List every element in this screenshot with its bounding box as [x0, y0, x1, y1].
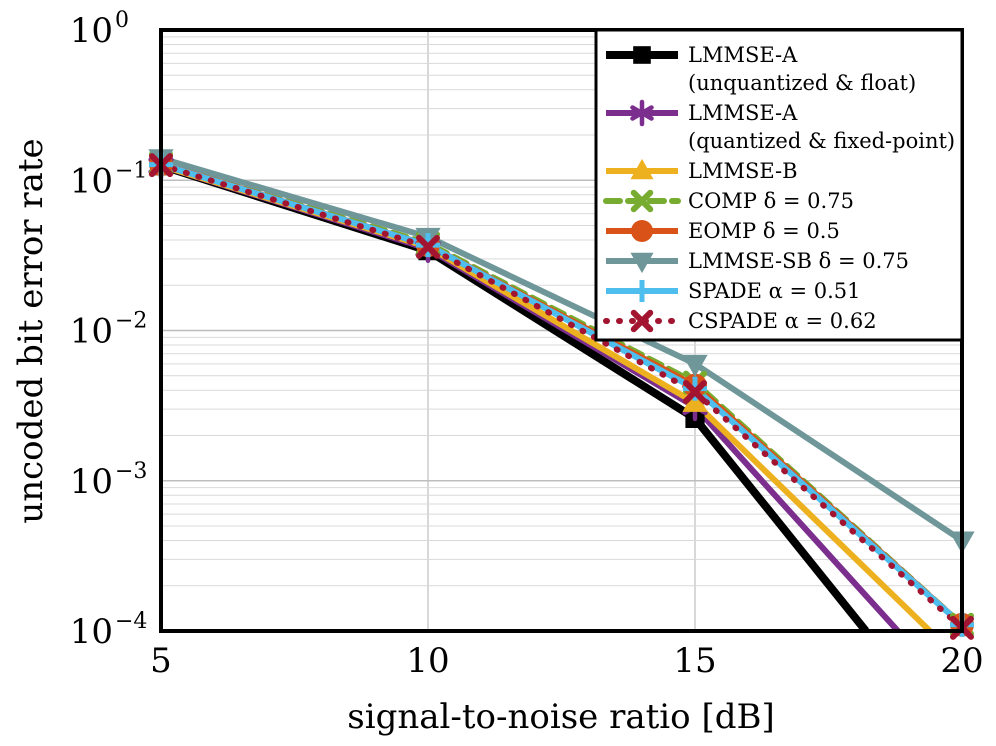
series-line	[161, 155, 962, 544]
legend-entry: LMMSE-A (unquantized & float)	[606, 43, 916, 95]
y-tick-base: 10	[70, 462, 113, 502]
y-tick-base: 10	[70, 312, 113, 352]
y-tick-label: 10 −3	[70, 459, 148, 502]
y-tick-label: 10 −4	[70, 609, 148, 652]
x-axis-title: signal-to-noise ratio [dB]	[347, 697, 774, 737]
legend-entry: LMMSE-A (quantized & fixed-point)	[606, 99, 955, 153]
legend-label: SPADE α = 0.51	[688, 279, 860, 303]
legend-entry: LMMSE-B	[606, 158, 798, 183]
legend: LMMSE-A (unquantized & float) LMMSE-A (quan…	[594, 28, 964, 342]
legend-label: COMP δ = 0.75	[688, 189, 854, 213]
x-tick-label: 15	[673, 641, 716, 681]
legend-marker	[630, 158, 654, 180]
y-tick-exponent: −1	[115, 158, 147, 183]
legend-marker	[630, 99, 654, 127]
y-tick-exponent: 0	[115, 8, 129, 33]
legend-label: LMMSE-A	[688, 101, 798, 125]
legend-label: EOMP δ = 0.5	[688, 219, 840, 243]
legend-label: LMMSE-B	[688, 159, 798, 183]
x-tick-label: 20	[940, 641, 983, 681]
legend-marker	[630, 309, 654, 333]
y-axis-title: uncoded bit error rate	[11, 138, 51, 523]
legend-label-line2: (unquantized & float)	[688, 71, 916, 95]
y-tick-label: 10 −2	[70, 309, 148, 352]
y-tick-exponent: −4	[115, 609, 147, 634]
legend-label-line2: (quantized & fixed-point)	[688, 129, 955, 153]
y-tick-base: 10	[70, 11, 113, 51]
data-point	[682, 354, 708, 378]
legend-marker	[631, 220, 653, 242]
legend-entry: SPADE α = 0.51	[606, 279, 860, 303]
y-tick-exponent: −2	[115, 309, 147, 334]
data-point	[682, 389, 708, 412]
y-tick-base: 10	[70, 612, 113, 652]
x-tick-label: 5	[150, 641, 172, 681]
legend-entry: LMMSE-SB δ = 0.75	[606, 249, 909, 274]
legend-label: LMMSE-SB δ = 0.75	[688, 249, 909, 273]
y-tick-base: 10	[70, 161, 113, 201]
y-tick-label: 10 0	[70, 8, 129, 51]
legend-label: CSPADE α = 0.62	[688, 309, 877, 333]
y-tick-label: 10 −1	[70, 158, 148, 201]
data-point	[416, 234, 440, 259]
legend-entry: EOMP δ = 0.5	[606, 219, 840, 243]
legend-marker	[630, 252, 654, 274]
y-tick-exponent: −3	[115, 459, 147, 484]
x-tick-label: 10	[406, 641, 449, 681]
legend-marker	[633, 46, 651, 64]
legend-label: LMMSE-A	[688, 43, 798, 67]
data-point	[683, 379, 707, 404]
legend-entry: CSPADE α = 0.62	[603, 309, 877, 333]
legend-entry: COMP δ = 0.75	[603, 189, 854, 213]
legend-marker	[630, 189, 654, 213]
legend-marker	[631, 280, 653, 302]
series-layer	[161, 155, 962, 631]
series-line	[161, 162, 962, 631]
